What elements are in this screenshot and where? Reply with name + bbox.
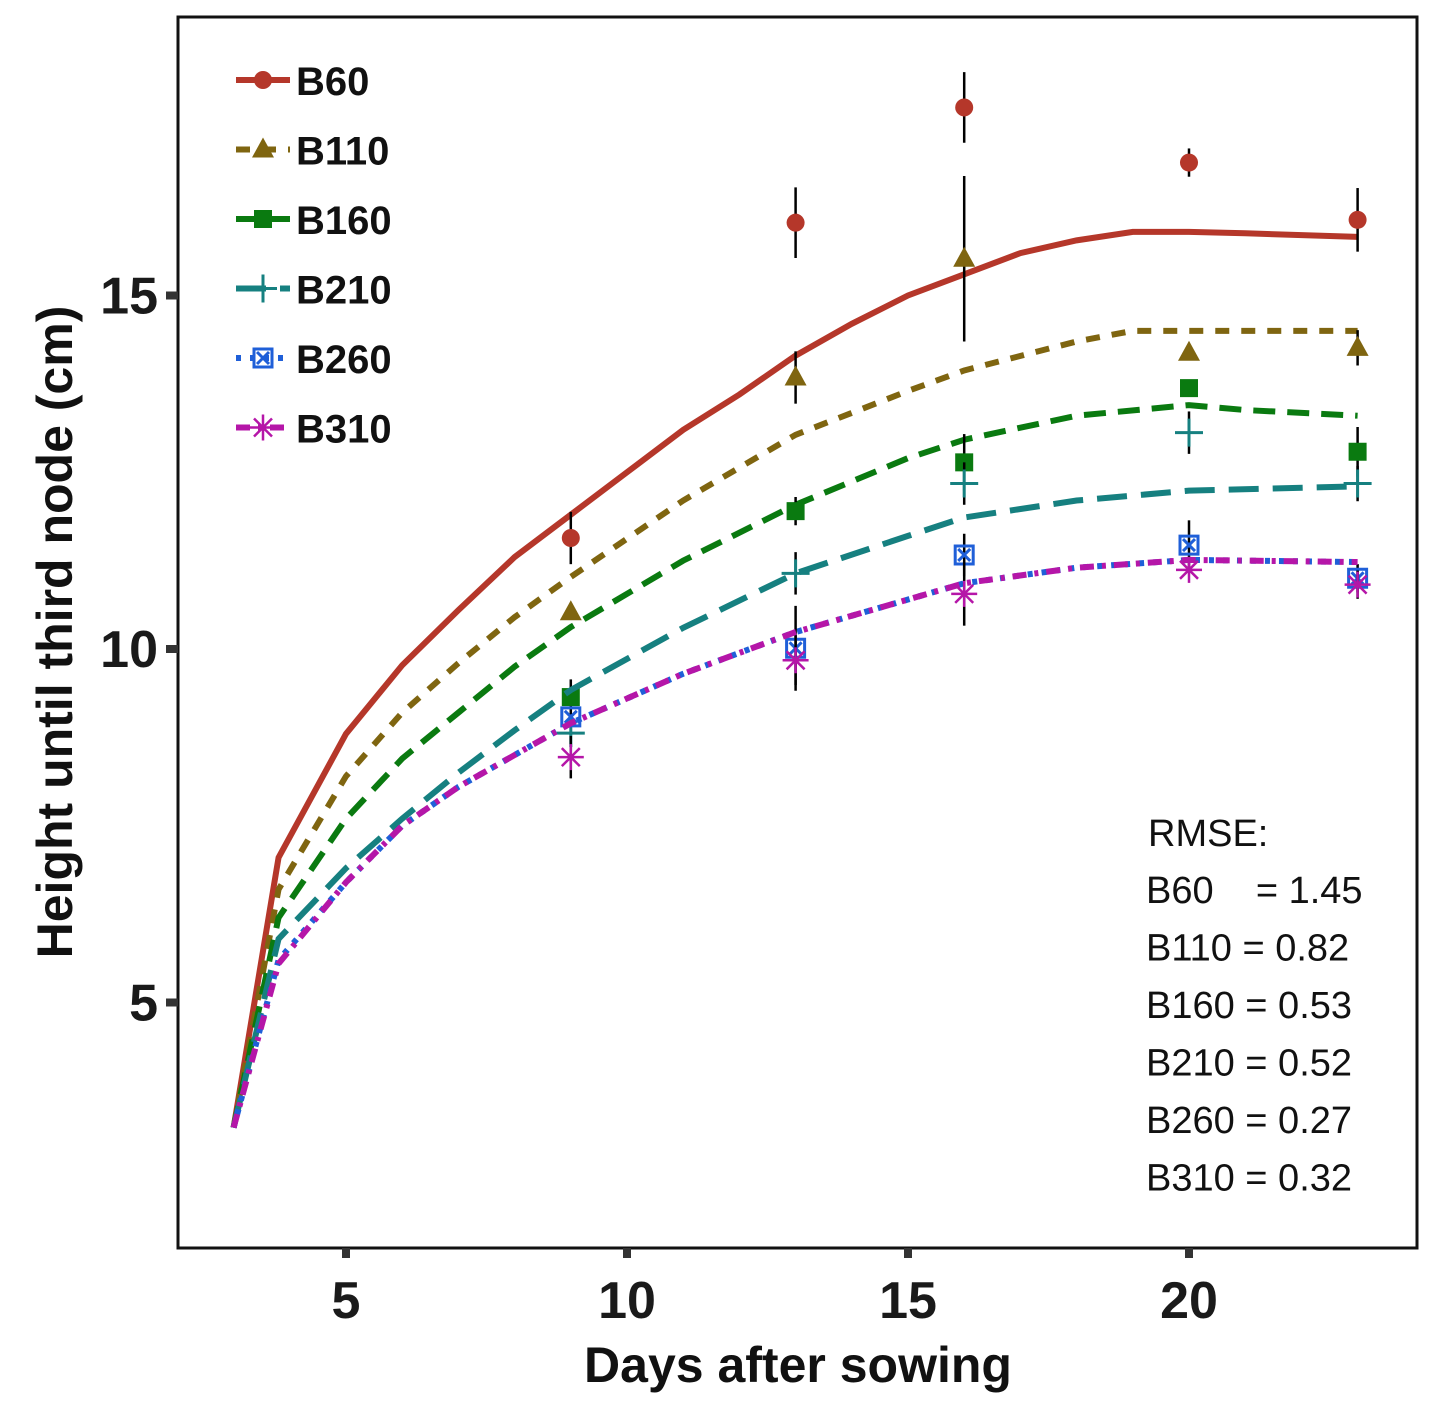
legend-item-b60: B60 [236,60,369,104]
rmse-line: B310 = 0.32 [1146,1158,1352,1200]
series-b60 [230,72,1367,1129]
series-b210 [230,411,1372,1129]
data-point [557,744,584,771]
data-point [953,246,976,267]
data-point [1175,418,1203,447]
data-point [781,559,810,588]
y-tick-label: 10 [100,621,158,679]
legend-marker [249,274,277,303]
data-point [782,647,809,674]
series-b110 [230,176,1369,1129]
legend-item-b210: B210 [236,269,392,313]
data-point [1178,534,1200,556]
y-tick-label: 15 [100,268,158,326]
x-tick-label: 5 [332,1272,361,1330]
fit-line-b160 [230,402,1358,1129]
legend-label: B60 [296,60,369,104]
data-point [950,469,979,498]
fit-line-b110 [230,327,1358,1129]
legend-label: B160 [296,199,392,243]
fit-line-b60 [230,228,1358,1129]
data-point [1180,153,1198,172]
legend-label: B110 [296,130,389,174]
y-tick-label: 5 [129,975,158,1033]
x-tick-label: 10 [598,1272,656,1330]
data-point [784,365,807,386]
rmse-line: B210 = 0.52 [1146,1043,1352,1085]
x-axis-label: Days after sowing [584,1337,1012,1393]
legend-marker [252,137,274,158]
data-point [1348,210,1367,229]
data-point [786,213,805,232]
data-point [953,544,975,566]
rmse-annotation: RMSE: B60 = 1.45 B110 = 0.82 B160 = 0.53 B2… [1146,813,1363,1200]
rmse-title: RMSE: [1148,813,1268,855]
y-axis-label: Height until third node (cm) [27,306,83,959]
series-b310 [230,556,1371,1129]
x-tick-label: 20 [1160,1272,1218,1330]
legend-item-b310: B310 [236,408,392,452]
data-point [1176,556,1202,583]
legend-item-b110: B110 [236,130,389,174]
data-point [1346,335,1369,356]
legend-item-b260: B260 [236,338,392,382]
legend-label: B310 [296,408,392,452]
rmse-line: B60 = 1.45 [1146,870,1363,912]
data-point [955,98,974,117]
data-point [786,502,805,521]
legend-marker [254,210,272,228]
rmse-line: B160 = 0.53 [1146,985,1352,1027]
legend-marker [252,347,274,369]
x-tick-label: 15 [879,1272,937,1330]
data-point [559,600,582,621]
legend: B60 B110 B160 B210 B260 B310 [236,60,392,452]
rmse-line: B260 = 0.27 [1146,1100,1352,1142]
fit-line-b310 [230,556,1358,1129]
rmse-line: B110 = 0.82 [1146,928,1349,970]
legend-label: B210 [296,269,392,313]
legend-label: B260 [296,338,392,382]
data-point [1344,571,1371,598]
fit-line-b210 [230,483,1358,1129]
data-point [561,529,580,548]
data-point [1343,469,1372,498]
data-point [1180,379,1198,398]
data-point [1348,442,1367,461]
legend-item-b160: B160 [236,199,392,243]
legend-marker [250,414,276,441]
data-point [1178,340,1200,361]
legend-marker [254,71,272,89]
data-point [951,580,978,607]
